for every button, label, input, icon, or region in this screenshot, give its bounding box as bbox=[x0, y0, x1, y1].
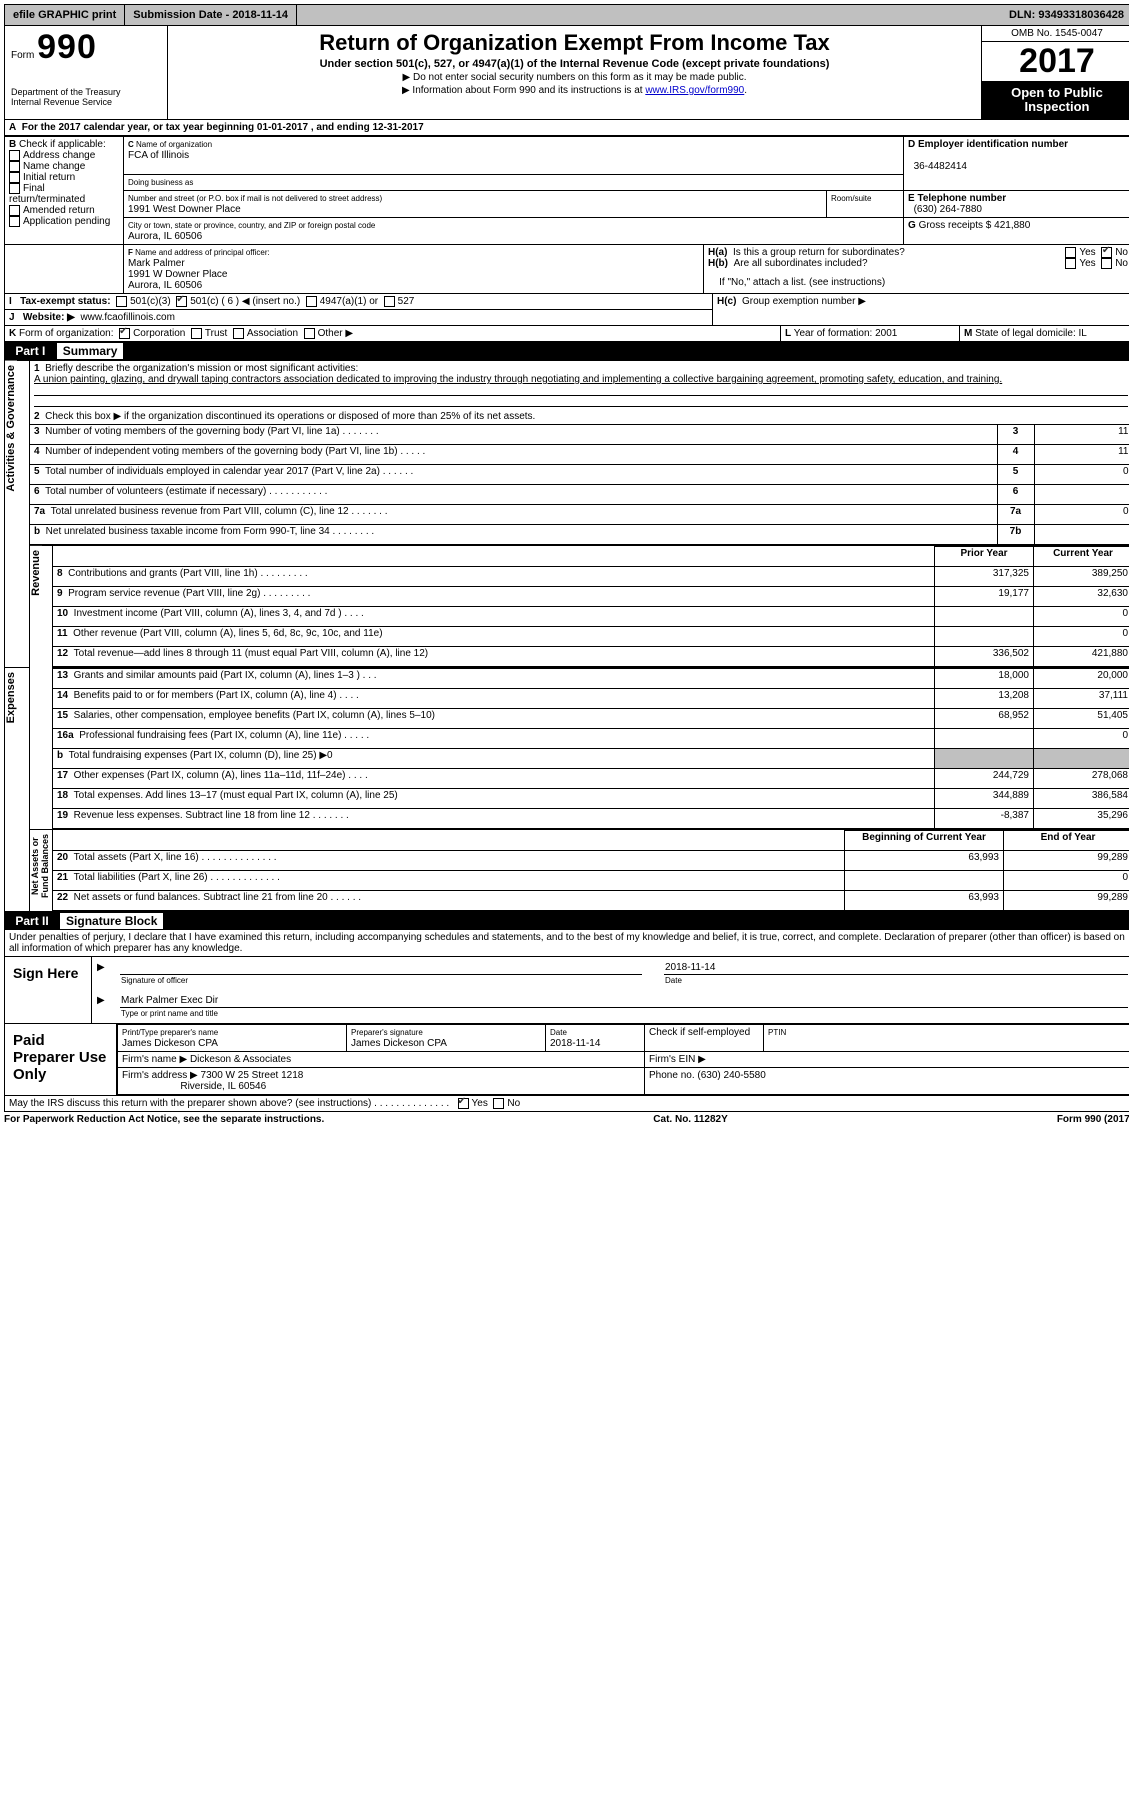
note2a: Information about Form 990 and its instr… bbox=[412, 85, 645, 96]
discuss-row: May the IRS discuss this return with the… bbox=[4, 1096, 1129, 1112]
part1-header: Part I Summary bbox=[4, 342, 1129, 360]
part2-header: Part II Signature Block bbox=[4, 912, 1129, 930]
discuss-yes[interactable] bbox=[458, 1098, 469, 1109]
subtitle: Under section 501(c), 527, or 4947(a)(1)… bbox=[178, 58, 971, 70]
chk-4947[interactable] bbox=[306, 296, 317, 307]
ha-yes[interactable] bbox=[1065, 247, 1076, 258]
hb-no[interactable] bbox=[1101, 258, 1112, 269]
chk-final[interactable] bbox=[9, 183, 20, 194]
chk-corp[interactable] bbox=[119, 328, 130, 339]
city: Aurora, IL 60506 bbox=[128, 231, 202, 242]
form-number: 990 bbox=[37, 28, 97, 66]
org-name: FCA of Illinois bbox=[128, 150, 189, 161]
year-cell: OMB No. 1545-0047 2017 Open to Public In… bbox=[982, 26, 1129, 119]
submission-date: Submission Date - 2018-11-14 bbox=[125, 5, 297, 25]
firm-addr2: Riverside, IL 60546 bbox=[180, 1081, 266, 1092]
dept-treasury: Department of the Treasury bbox=[11, 87, 161, 97]
exp-lines: 13 Grants and similar amounts paid (Part… bbox=[53, 668, 1129, 829]
prep-name: James Dickeson CPA bbox=[122, 1038, 218, 1049]
section-f-h: F Name and address of principal officer:… bbox=[4, 245, 1129, 294]
section-a: A For the 2017 calendar year, or tax yea… bbox=[4, 120, 1129, 136]
gov-lines: 3 Number of voting members of the govern… bbox=[30, 424, 1129, 545]
form-header: Form 990 Department of the Treasury Inte… bbox=[4, 26, 1129, 120]
b-label: Check if applicable: bbox=[19, 139, 106, 150]
open-public: Open to Public Inspection bbox=[982, 82, 1129, 119]
hb-yes[interactable] bbox=[1065, 258, 1076, 269]
top-bar: efile GRAPHIC print Submission Date - 20… bbox=[4, 4, 1129, 26]
form-number-cell: Form 990 Department of the Treasury Inte… bbox=[5, 26, 168, 119]
ha-no[interactable] bbox=[1101, 247, 1112, 258]
state-domicile: IL bbox=[1079, 328, 1087, 339]
phone: (630) 264-7880 bbox=[914, 204, 982, 215]
firm-addr1: 7300 W 25 Street 1218 bbox=[201, 1070, 304, 1081]
tax-year: 2017 bbox=[982, 42, 1129, 82]
chk-amended[interactable] bbox=[9, 205, 20, 216]
chk-address[interactable] bbox=[9, 150, 20, 161]
year-formation: 2001 bbox=[875, 328, 897, 339]
paid-prep-row: Paid Preparer Use Only Print/Type prepar… bbox=[4, 1024, 1129, 1096]
chk-trust[interactable] bbox=[191, 328, 202, 339]
section-b-g: B Check if applicable: Address change Na… bbox=[4, 136, 1129, 245]
prep-sig: James Dickeson CPA bbox=[351, 1038, 447, 1049]
declaration: Under penalties of perjury, I declare th… bbox=[4, 930, 1129, 957]
rev-lines: Prior Year Current Year 8 Contributions … bbox=[53, 546, 1129, 667]
section-i-j: I Tax-exempt status: 501(c)(3) 501(c) ( … bbox=[4, 294, 1129, 326]
sign-here-row: Sign Here ▶ 2018-11-14 Signature of offi… bbox=[4, 957, 1129, 1024]
officer-name: Mark Palmer bbox=[128, 258, 185, 269]
form-prefix: Form bbox=[11, 50, 34, 61]
prep-date: 2018-11-14 bbox=[550, 1038, 600, 1049]
chk-assoc[interactable] bbox=[233, 328, 244, 339]
sig-date: 2018-11-14 bbox=[665, 962, 715, 973]
sec-a-text: For the 2017 calendar year, or tax year … bbox=[22, 122, 424, 133]
website: www.fcaofillinois.com bbox=[80, 312, 174, 323]
gross-receipts: 421,880 bbox=[994, 220, 1030, 231]
ein: 36-4482414 bbox=[914, 161, 967, 172]
dept-irs: Internal Revenue Service bbox=[11, 97, 161, 107]
firm-name: Dickeson & Associates bbox=[190, 1054, 291, 1065]
chk-pending[interactable] bbox=[9, 216, 20, 227]
section-k-m: K Form of organization: Corporation Trus… bbox=[4, 326, 1129, 342]
officer-addr1: 1991 W Downer Place bbox=[128, 269, 228, 280]
main-title: Return of Organization Exempt From Incom… bbox=[178, 30, 971, 56]
discuss-no[interactable] bbox=[493, 1098, 504, 1109]
footer: For Paperwork Reduction Act Notice, see … bbox=[4, 1112, 1129, 1127]
chk-initial[interactable] bbox=[9, 172, 20, 183]
note1: Do not enter social security numbers on … bbox=[413, 72, 746, 83]
officer-addr2: Aurora, IL 60506 bbox=[128, 280, 202, 291]
efile-label[interactable]: efile GRAPHIC print bbox=[5, 5, 125, 25]
mission-text: A union painting, glazing, and drywall t… bbox=[34, 374, 1002, 385]
net-lines: Beginning of Current Year End of Year 20… bbox=[53, 830, 1129, 911]
chk-501c3[interactable] bbox=[116, 296, 127, 307]
omb: OMB No. 1545-0047 bbox=[982, 26, 1129, 42]
chk-527[interactable] bbox=[384, 296, 395, 307]
street: 1991 West Downer Place bbox=[128, 204, 241, 215]
chk-501c[interactable] bbox=[176, 296, 187, 307]
chk-name[interactable] bbox=[9, 161, 20, 172]
irs-link[interactable]: www.IRS.gov/form990 bbox=[645, 85, 744, 96]
officer-type-name: Mark Palmer Exec Dir bbox=[121, 995, 218, 1006]
part1-body: Activities & Governance 1 Briefly descri… bbox=[4, 360, 1129, 912]
title-cell: Return of Organization Exempt From Incom… bbox=[168, 26, 982, 119]
firm-phone: (630) 240-5580 bbox=[697, 1070, 765, 1081]
chk-other[interactable] bbox=[304, 328, 315, 339]
dln: DLN: 93493318036428 bbox=[1001, 5, 1129, 25]
